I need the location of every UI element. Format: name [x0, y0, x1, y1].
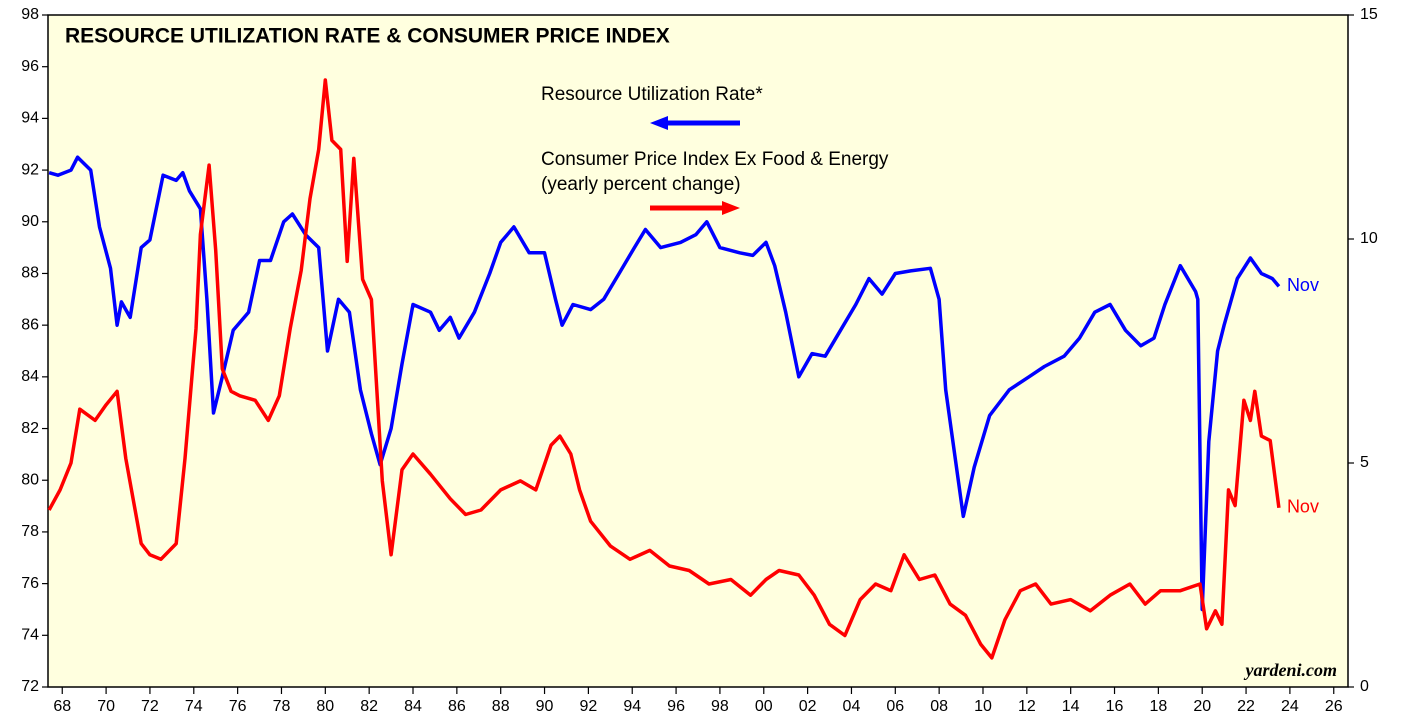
x-tick-label: 72: [141, 698, 159, 715]
x-tick-label: 08: [930, 698, 948, 715]
x-tick-label: 88: [492, 698, 510, 715]
y-tick-label: 90: [21, 213, 39, 230]
legend-label: Consumer Price Index Ex Food & Energy: [541, 149, 889, 170]
watermark: yardeni.com: [1244, 660, 1338, 680]
y-tick-label: 88: [21, 265, 39, 282]
x-tick-label: 24: [1281, 698, 1299, 715]
x-tick-label: 96: [667, 698, 685, 715]
x-tick-label: 16: [1106, 698, 1124, 715]
x-tick-label: 04: [843, 698, 861, 715]
x-tick-label: 20: [1193, 698, 1211, 715]
end-label: Nov: [1287, 497, 1319, 517]
legend-label: Resource Utilization Rate*: [541, 84, 763, 105]
x-tick-label: 90: [536, 698, 554, 715]
y-tick-label: 98: [21, 6, 39, 23]
x-tick-label: 14: [1062, 698, 1080, 715]
y-tick-label: 96: [21, 58, 39, 75]
chart-title: RESOURCE UTILIZATION RATE & CONSUMER PRI…: [65, 25, 670, 48]
x-tick-label: 06: [886, 698, 904, 715]
series-line: [48, 155, 1281, 612]
y-tick-label: 82: [21, 420, 39, 437]
x-tick-label: 18: [1149, 698, 1167, 715]
y-tick-label: 92: [21, 161, 39, 178]
x-tick-label: 22: [1237, 698, 1255, 715]
plot-frame: [47, 14, 1349, 688]
x-tick-label: 02: [799, 698, 817, 715]
y-tick-label: 94: [21, 110, 39, 127]
series-line: [47, 78, 1281, 660]
legend-arrow-head: [650, 116, 668, 130]
y-tick-label: 78: [21, 523, 39, 540]
end-label: Nov: [1287, 275, 1319, 295]
y-tick-label: 80: [21, 471, 39, 488]
x-tick-label: 98: [711, 698, 729, 715]
x-tick-label: 86: [448, 698, 466, 715]
y-tick-label: 76: [21, 575, 39, 592]
plot-background: [48, 15, 1348, 687]
y2-tick-label: 10: [1360, 230, 1378, 247]
x-tick-label: 76: [229, 698, 247, 715]
x-tick-label: 94: [623, 698, 641, 715]
legend-arrows: [650, 116, 740, 215]
x-tick-label: 80: [316, 698, 334, 715]
y-tick-label: 84: [21, 368, 39, 385]
legend-note: (yearly percent change): [541, 174, 741, 195]
y-tick-label: 72: [21, 678, 39, 695]
legend-arrow-head: [722, 201, 740, 215]
x-tick-label: 26: [1325, 698, 1343, 715]
y-tick-label: 86: [21, 316, 39, 333]
y2-tick-label: 0: [1360, 678, 1369, 695]
y2-tick-label: 5: [1360, 454, 1369, 471]
x-tick-label: 12: [1018, 698, 1036, 715]
x-tick-label: 84: [404, 698, 422, 715]
x-tick-label: 78: [273, 698, 291, 715]
x-tick-label: 68: [53, 698, 71, 715]
x-tick-label: 92: [579, 698, 597, 715]
x-tick-label: 10: [974, 698, 992, 715]
x-tick-label: 74: [185, 698, 203, 715]
y-tick-label: 74: [21, 627, 39, 644]
x-tick-label: 00: [755, 698, 773, 715]
x-tick-label: 82: [360, 698, 378, 715]
x-tick-label: 70: [97, 698, 115, 715]
y2-tick-label: 15: [1360, 6, 1378, 23]
